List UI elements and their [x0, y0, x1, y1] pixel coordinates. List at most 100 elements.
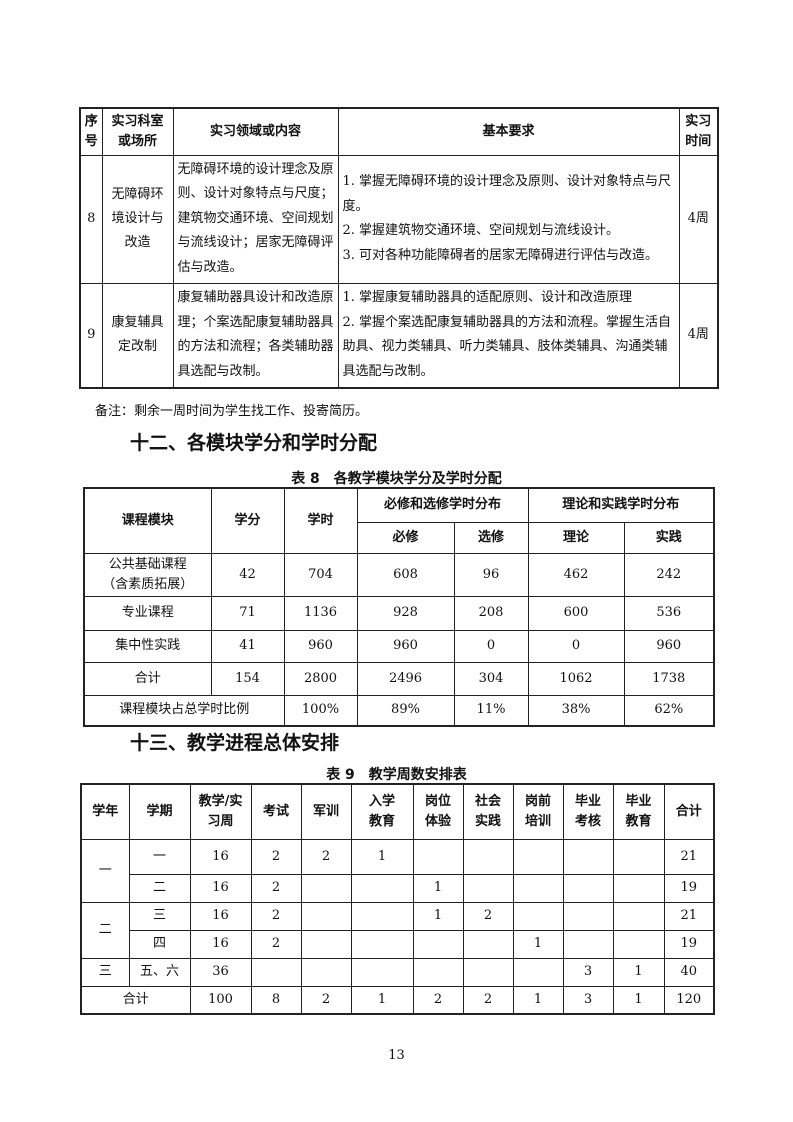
cell: 2496: [356, 661, 455, 696]
cell: 1: [412, 901, 464, 931]
cell: 1: [350, 838, 414, 875]
cell: 42: [210, 552, 285, 597]
cell: 2: [300, 838, 352, 875]
header-cell: 军训: [300, 783, 352, 840]
cell: [562, 929, 614, 959]
cell: 304: [453, 661, 529, 696]
cell: 1136: [283, 595, 358, 631]
requirement-item: 2. 掌握个案选配康复辅助器具的方法和流程。掌握生活自助具、视力类辅具、听力类辅…: [342, 314, 672, 379]
cell-total-label: 合计: [80, 985, 191, 1015]
table-row: 合计 154 2800 2496 304 1062 1738: [83, 661, 715, 696]
table-row: 二 三 16 2 1 2 21: [80, 901, 715, 959]
header-requirements: 基本要求: [337, 107, 680, 156]
cell-time: 4周: [678, 282, 719, 389]
header-group-required-elective: 必修和选修学时分布: [356, 487, 529, 523]
cell: [512, 957, 564, 987]
cell: [562, 838, 614, 875]
cell: [612, 873, 665, 903]
header-practice: 实践: [623, 521, 715, 554]
header-hours: 学时: [283, 487, 358, 554]
cell: 2: [250, 838, 302, 875]
cell: 2: [300, 985, 352, 1015]
cell-year: 三: [80, 957, 130, 987]
cell: [462, 929, 514, 959]
cell: [612, 901, 665, 931]
table-header-row: 序号 实习科室或场所 实习领域或内容 基本要求 实习时间: [79, 107, 719, 156]
table-row: 四 16 2 1 19: [81, 929, 715, 959]
cell-place: 无障碍环境设计与改造: [101, 154, 174, 284]
table-row: 公共基础课程（含素质拓展） 42 704 608 96 462 242: [83, 552, 715, 597]
cell-place: 康复辅具定改制: [101, 282, 174, 389]
requirement-item: 1. 掌握康复辅助器具的适配原则、设计和改造原理: [342, 290, 633, 306]
cell: 41: [210, 629, 285, 663]
cell-module: 集中性实践: [83, 629, 212, 663]
cell: [562, 873, 614, 903]
cell: 38%: [527, 694, 625, 727]
header-cell: 学年: [80, 783, 130, 840]
cell: 1: [512, 929, 564, 959]
cell: 462: [527, 552, 625, 597]
header-cell: 岗前培训: [512, 783, 564, 840]
cell-content: 康复辅助器具设计和改造原理；个案选配康复辅助器具的方法和流程；各类辅助器具选配与…: [172, 282, 339, 389]
section-heading: 十三、教学进程总体安排: [130, 732, 340, 754]
cell: 2: [250, 873, 302, 903]
cell: [612, 929, 665, 959]
header-cell: 入学教育: [350, 783, 414, 840]
header-elective: 选修: [453, 521, 529, 554]
requirement-item: 3. 可对各种功能障碍者的居家无障碍进行评估与改造。: [342, 247, 659, 263]
cell: 71: [210, 595, 285, 631]
cell: 二: [128, 873, 191, 903]
cell-no: 8: [79, 154, 103, 284]
cell: 1738: [623, 661, 715, 696]
note: 备注：剩余一周时间为学生找工作、投寄简历。: [95, 404, 369, 419]
cell: 19: [663, 873, 715, 903]
header-no: 序号: [79, 107, 103, 156]
cell: 100: [189, 985, 252, 1015]
cell: [300, 901, 352, 931]
cell-module: 专业课程: [83, 595, 212, 631]
header-cell: 毕业考核: [562, 783, 614, 840]
cell: 11%: [453, 694, 529, 727]
cell-time: 4周: [678, 154, 719, 284]
cell: 21: [663, 901, 715, 931]
table-caption: 表 8 各教学模块学分及学时分配: [291, 471, 502, 487]
header-cell: 学期: [128, 783, 191, 840]
cell: 1062: [527, 661, 625, 696]
cell: [462, 873, 514, 903]
requirement-item: 1. 掌握无障碍环境的设计理念及原则、设计对象特点与尺度。: [342, 174, 672, 214]
cell: 960: [283, 629, 358, 663]
table-row: 集中性实践 41 960 960 0 0 960: [83, 629, 715, 663]
cell: 3: [562, 985, 614, 1015]
cell: 1: [512, 985, 564, 1015]
cell: [412, 957, 464, 987]
cell-module: 课程模块占总学时比例: [83, 694, 285, 727]
cell: [412, 929, 464, 959]
cell: 62%: [623, 694, 715, 727]
cell: 3: [562, 957, 614, 987]
header-theory: 理论: [527, 521, 625, 554]
cell: [512, 901, 564, 931]
header-required: 必修: [356, 521, 455, 554]
header-content: 实习领域或内容: [172, 107, 339, 156]
table-caption: 表 9 教学周数安排表: [326, 767, 467, 783]
cell: [512, 838, 564, 875]
cell: 2: [462, 985, 514, 1015]
cell: [562, 901, 614, 931]
cell-module: 合计: [83, 661, 212, 696]
cell: 928: [356, 595, 455, 631]
table-header-row: 学年 学期 教学/实习周 考试 军训 入学教育 岗位体验 社会实践 岗前培训 毕…: [80, 783, 715, 840]
cell: 40: [663, 957, 715, 987]
cell: [462, 838, 514, 875]
cell-content: 无障碍环境的设计理念及原则、设计对象特点与尺度；建筑物交通环境、空间规划与流线设…: [172, 154, 339, 284]
cell: 五、六: [128, 957, 191, 987]
table-row: 专业课程 71 1136 928 208 600 536: [83, 595, 715, 631]
cell-requirements: 1. 掌握无障碍环境的设计理念及原则、设计对象特点与尺度。 2. 掌握建筑物交通…: [337, 154, 680, 284]
cell: 2: [250, 929, 302, 959]
cell: [612, 838, 665, 875]
cell: [300, 957, 352, 987]
section-heading: 十二、各模块学分和学时分配: [130, 432, 378, 454]
cell: 96: [453, 552, 529, 597]
cell: 704: [283, 552, 358, 597]
cell: 100%: [283, 694, 358, 727]
cell: 四: [128, 929, 191, 959]
